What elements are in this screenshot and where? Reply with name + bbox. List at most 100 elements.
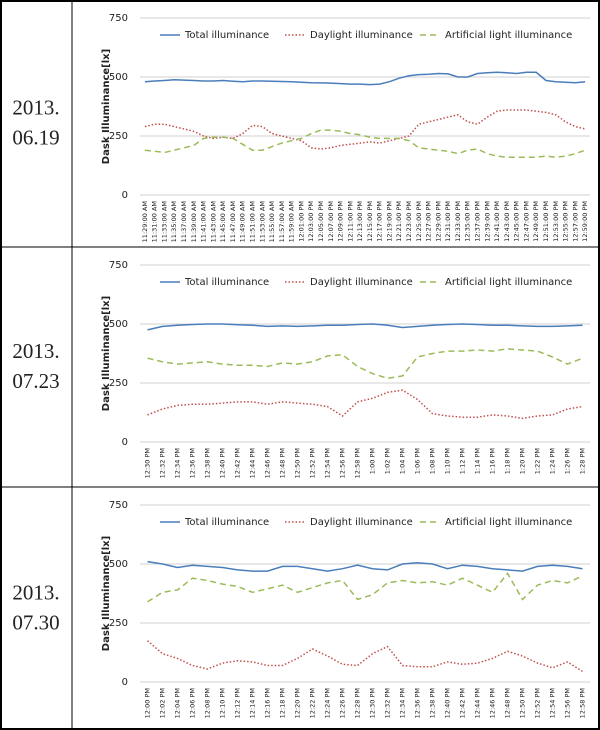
x-tick-label: 11:47:00 AM [229, 201, 237, 242]
x-tick-label: 12:16 PM [264, 688, 272, 718]
legend-label: Daylight illuminance [310, 277, 413, 288]
x-tick-label: 1:16 PM [489, 448, 497, 474]
x-tick-label: 11:59:00 AM [288, 201, 296, 242]
x-tick-label: 12:12 PM [234, 688, 242, 718]
series-line [147, 348, 583, 380]
x-tick-label: 1:08 PM [429, 448, 437, 474]
x-tick-label: 1:04 PM [399, 448, 407, 474]
x-tick-label: 11:39:00 AM [190, 201, 198, 242]
x-tick-label: 12:47:00 PM [522, 201, 530, 242]
x-tick-label: 12:17:00 PM [376, 201, 384, 242]
x-tick-label: 12:02 PM [159, 688, 167, 718]
x-tick-label: 1:14 PM [474, 448, 482, 474]
x-tick-label: 12:46 PM [489, 688, 497, 718]
x-tick-label: 1:24 PM [549, 448, 557, 474]
x-tick-label: 12:05:00 PM [317, 201, 325, 242]
x-tick-label: 12:07:00 PM [327, 201, 335, 242]
x-tick-label: 12:03:00 PM [307, 201, 315, 242]
x-tick-label: 12:15:00 PM [366, 201, 374, 242]
x-tick-label: 12:45:00 PM [513, 201, 521, 242]
legend-label: Daylight illuminance [310, 30, 413, 41]
y-axis-label: Dask Illuminance[lx] [101, 296, 112, 411]
row-date: 06.19 [12, 125, 59, 149]
x-tick-label: 12:51:00 PM [542, 201, 550, 242]
x-tick-label: 12:08 PM [204, 688, 212, 718]
x-tick-label: 12:00 PM [144, 688, 152, 718]
series-line [147, 640, 583, 673]
y-tick-label: 750 [109, 260, 128, 271]
x-tick-label: 12:56 PM [339, 448, 347, 478]
x-tick-label: 12:22 PM [309, 688, 317, 718]
x-tick-label: 12:54 PM [549, 688, 557, 718]
x-tick-label: 12:14 PM [249, 688, 257, 718]
x-tick-label: 12:50 PM [294, 448, 302, 478]
x-tick-label: 12:32 PM [159, 448, 167, 478]
x-tick-label: 12:42 PM [234, 448, 242, 478]
row-date: 07.30 [12, 610, 59, 634]
x-tick-label: 1:18 PM [504, 448, 512, 474]
x-tick-label: 1:02 PM [384, 448, 392, 474]
x-tick-label: 1:06 PM [414, 448, 422, 474]
series-line [144, 129, 586, 158]
x-tick-label: 12:42 PM [459, 688, 467, 718]
x-tick-label: 11:53:00 AM [258, 201, 266, 242]
x-tick-label: 12:44 PM [249, 448, 257, 478]
x-tick-label: 12:50 PM [519, 688, 527, 718]
x-tick-label: 12:06 PM [189, 688, 197, 718]
x-tick-label: 12:09:00 PM [337, 201, 345, 242]
x-tick-label: 12:55:00 PM [562, 201, 570, 242]
x-tick-label: 1:22 PM [534, 448, 542, 474]
row-date: 07.23 [12, 369, 59, 393]
legend-label: Total illuminance [184, 517, 269, 528]
x-tick-label: 12:40 PM [219, 448, 227, 478]
series-line [147, 572, 583, 603]
x-tick-label: 12:48 PM [279, 448, 287, 478]
x-tick-label: 12:37:00 PM [474, 201, 482, 242]
x-tick-label: 12:52 PM [309, 448, 317, 478]
x-tick-label: 12:34 PM [174, 448, 182, 478]
x-tick-label: 12:53:00 PM [552, 201, 560, 242]
x-tick-label: 11:43:00 AM [209, 201, 217, 242]
x-tick-label: 12:29:00 PM [434, 201, 442, 242]
x-tick-label: 12:38 PM [204, 448, 212, 478]
y-tick-label: 250 [109, 131, 128, 142]
x-tick-label: 12:48 PM [504, 688, 512, 718]
row-date: 2013. [12, 580, 59, 604]
x-tick-label: 1:10 PM [444, 448, 452, 474]
y-tick-label: 500 [109, 559, 128, 570]
y-axis-label: Dask Illuminance[lx] [101, 49, 112, 164]
x-tick-label: 12:11:00 PM [346, 201, 354, 242]
x-tick-label: 12:01:00 PM [297, 201, 305, 242]
x-tick-label: 12:31:00 PM [444, 201, 452, 242]
x-tick-label: 12:40 PM [444, 688, 452, 718]
x-tick-label: 11:45:00 AM [219, 201, 227, 242]
x-tick-label: 1:12 PM [459, 448, 467, 474]
x-tick-label: 12:24 PM [324, 688, 332, 718]
x-tick-label: 11:31:00 AM [151, 201, 159, 242]
x-tick-label: 12:33:00 PM [454, 201, 462, 242]
x-tick-label: 11:35:00 AM [170, 201, 178, 242]
x-tick-label: 12:34 PM [399, 688, 407, 718]
series-line [144, 109, 586, 150]
series-line [144, 71, 586, 86]
x-tick-label: 1:00 PM [369, 448, 377, 474]
row-date: 2013. [12, 339, 59, 363]
y-axis-label: Dask Illuminance[lx] [101, 536, 112, 651]
legend-label: Total illuminance [184, 277, 269, 288]
row-date: 2013. [12, 95, 59, 119]
x-tick-label: 12:52 PM [534, 688, 542, 718]
y-tick-label: 0 [122, 190, 128, 201]
x-tick-label: 12:04 PM [174, 688, 182, 718]
x-tick-label: 12:23:00 PM [405, 201, 413, 242]
x-tick-label: 12:21:00 PM [395, 201, 403, 242]
x-tick-label: 12:58 PM [579, 688, 587, 718]
x-tick-label: 12:57:00 PM [571, 201, 579, 242]
x-tick-label: 11:55:00 AM [268, 201, 276, 242]
x-tick-label: 12:30 PM [144, 448, 152, 478]
y-tick-label: 250 [109, 378, 128, 389]
x-tick-label: 12:59:00 PM [581, 201, 589, 242]
x-tick-label: 12:18 PM [279, 688, 287, 718]
legend-label: Total illuminance [184, 30, 269, 41]
